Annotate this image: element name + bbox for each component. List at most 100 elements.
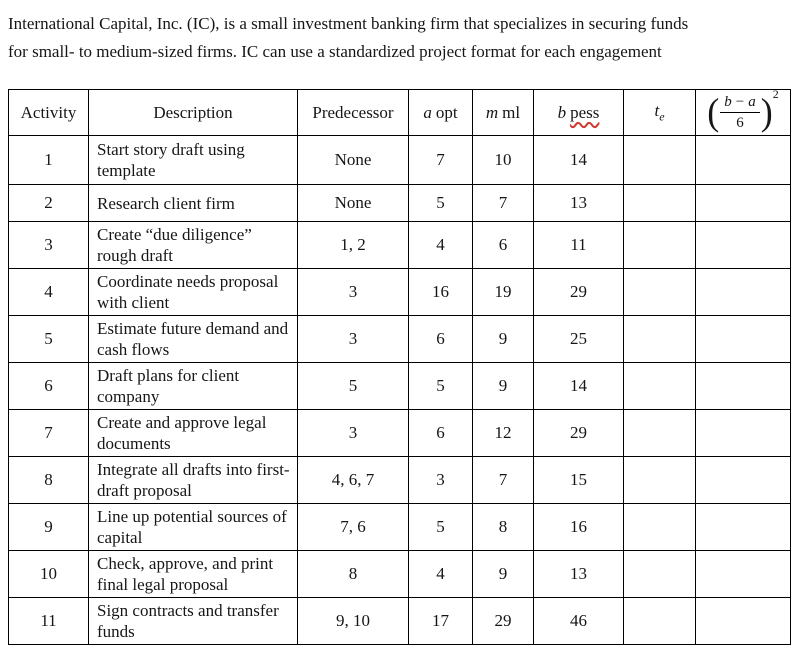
- activity-cell: 4: [8, 268, 89, 316]
- predecessor-cell: None: [297, 184, 409, 222]
- b-pess-cell: 25: [533, 315, 624, 363]
- m-symbol: m: [485, 102, 499, 122]
- b-pess-cell: 29: [533, 409, 624, 457]
- table-row: 4 Coordinate needs proposal with client …: [8, 268, 791, 316]
- activity-cell: 5: [8, 315, 89, 363]
- m-ml-cell: 9: [472, 362, 534, 410]
- fraction: b − a 6: [720, 93, 760, 132]
- col-header-variance-formula: ( b − a 6 ) 2: [695, 89, 791, 136]
- m-ml-cell: 29: [472, 597, 534, 645]
- b-pess-cell: 15: [533, 456, 624, 504]
- predecessor-cell: None: [297, 135, 409, 185]
- te-cell: [623, 456, 696, 504]
- a-opt-cell: 4: [408, 221, 473, 269]
- b-pess-cell: 14: [533, 135, 624, 185]
- variance-cell: [695, 409, 791, 457]
- te-cell: [623, 503, 696, 551]
- te-cell: [623, 550, 696, 598]
- activity-cell: 6: [8, 362, 89, 410]
- fraction-denominator: 6: [736, 115, 744, 131]
- col-header-description: Description: [88, 89, 298, 136]
- table-row: 3 Create “due diligence” rough draft 1, …: [8, 221, 791, 269]
- table-row: 7 Create and approve legal documents 3 6…: [8, 409, 791, 457]
- col-header-a-optimistic: a opt: [408, 89, 473, 136]
- b-pess-cell: 29: [533, 268, 624, 316]
- document-page: { "intro": { "lines": [ "International C…: [0, 10, 804, 663]
- description-cell: Line up potential sources of capital: [88, 503, 298, 551]
- te-cell: [623, 409, 696, 457]
- variance-cell: [695, 135, 791, 185]
- fraction-numerator: b − a: [720, 93, 760, 113]
- table-row: 9 Line up potential sources of capital 7…: [8, 503, 791, 551]
- activity-cell: 10: [8, 550, 89, 598]
- te-cell: [623, 184, 696, 222]
- variance-cell: [695, 221, 791, 269]
- description-cell: Research client firm: [88, 184, 298, 222]
- description-cell: Sign contracts and transfer funds: [88, 597, 298, 645]
- variance-cell: [695, 268, 791, 316]
- predecessor-cell: 3: [297, 409, 409, 457]
- m-ml-cell: 6: [472, 221, 534, 269]
- b-pess-cell: 13: [533, 550, 624, 598]
- b-pess-cell: 13: [533, 184, 624, 222]
- variance-cell: [695, 184, 791, 222]
- predecessor-cell: 9, 10: [297, 597, 409, 645]
- table-row: 5 Estimate future demand and cash flows …: [8, 315, 791, 363]
- variance-cell: [695, 597, 791, 645]
- col-header-b-pessimistic: b pess: [533, 89, 624, 136]
- m-ml-label: ml: [502, 102, 521, 122]
- predecessor-cell: 4, 6, 7: [297, 456, 409, 504]
- variance-cell: [695, 362, 791, 410]
- activity-cell: 8: [8, 456, 89, 504]
- te-subscript: e: [659, 109, 665, 124]
- predecessor-cell: 1, 2: [297, 221, 409, 269]
- a-opt-cell: 6: [408, 315, 473, 363]
- col-header-m-most-likely: m ml: [472, 89, 534, 136]
- b-pess-cell: 16: [533, 503, 624, 551]
- m-ml-cell: 10: [472, 135, 534, 185]
- te-symbol: t: [654, 100, 660, 120]
- a-opt-cell: 17: [408, 597, 473, 645]
- b-pess-cell: 11: [533, 221, 624, 269]
- b-symbol: b: [724, 94, 732, 110]
- table-row: 2 Research client firm None 5 7 13: [8, 184, 791, 222]
- table-row: 10 Check, approve, and print final legal…: [8, 550, 791, 598]
- description-cell: Estimate future demand and cash flows: [88, 315, 298, 363]
- a-opt-cell: 5: [408, 503, 473, 551]
- a-symbol: a: [748, 94, 756, 110]
- m-ml-cell: 9: [472, 550, 534, 598]
- table-row: 1 Start story draft using template None …: [8, 135, 791, 185]
- minus-sign: −: [735, 94, 745, 110]
- m-ml-cell: 12: [472, 409, 534, 457]
- a-opt-label: opt: [435, 102, 458, 122]
- variance-cell: [695, 550, 791, 598]
- variance-cell: [695, 456, 791, 504]
- predecessor-cell: 3: [297, 268, 409, 316]
- intro-line-2: for small- to medium-sized firms. IC can…: [8, 42, 662, 61]
- activity-cell: 2: [8, 184, 89, 222]
- a-opt-cell: 6: [408, 409, 473, 457]
- a-opt-cell: 16: [408, 268, 473, 316]
- m-ml-cell: 7: [472, 184, 534, 222]
- b-symbol: b: [557, 102, 567, 122]
- activity-cell: 3: [8, 221, 89, 269]
- description-cell: Create “due diligence” rough draft: [88, 221, 298, 269]
- a-symbol: a: [423, 102, 432, 122]
- exponent: 2: [772, 89, 779, 101]
- variance-cell: [695, 503, 791, 551]
- variance-cell: [695, 315, 791, 363]
- intro-paragraph: International Capital, Inc. (IC), is a s…: [8, 10, 800, 66]
- predecessor-cell: 3: [297, 315, 409, 363]
- col-header-predecessor: Predecessor: [297, 89, 409, 136]
- a-opt-cell: 5: [408, 362, 473, 410]
- description-cell: Draft plans for client company: [88, 362, 298, 410]
- description-cell: Create and approve legal documents: [88, 409, 298, 457]
- col-header-expected-time: te: [623, 89, 696, 136]
- variance-formula: ( b − a 6 ) 2: [707, 89, 779, 134]
- col-header-activity: Activity: [8, 89, 89, 136]
- right-paren: ): [760, 91, 773, 134]
- te-cell: [623, 135, 696, 185]
- a-opt-cell: 7: [408, 135, 473, 185]
- description-cell: Check, approve, and print final legal pr…: [88, 550, 298, 598]
